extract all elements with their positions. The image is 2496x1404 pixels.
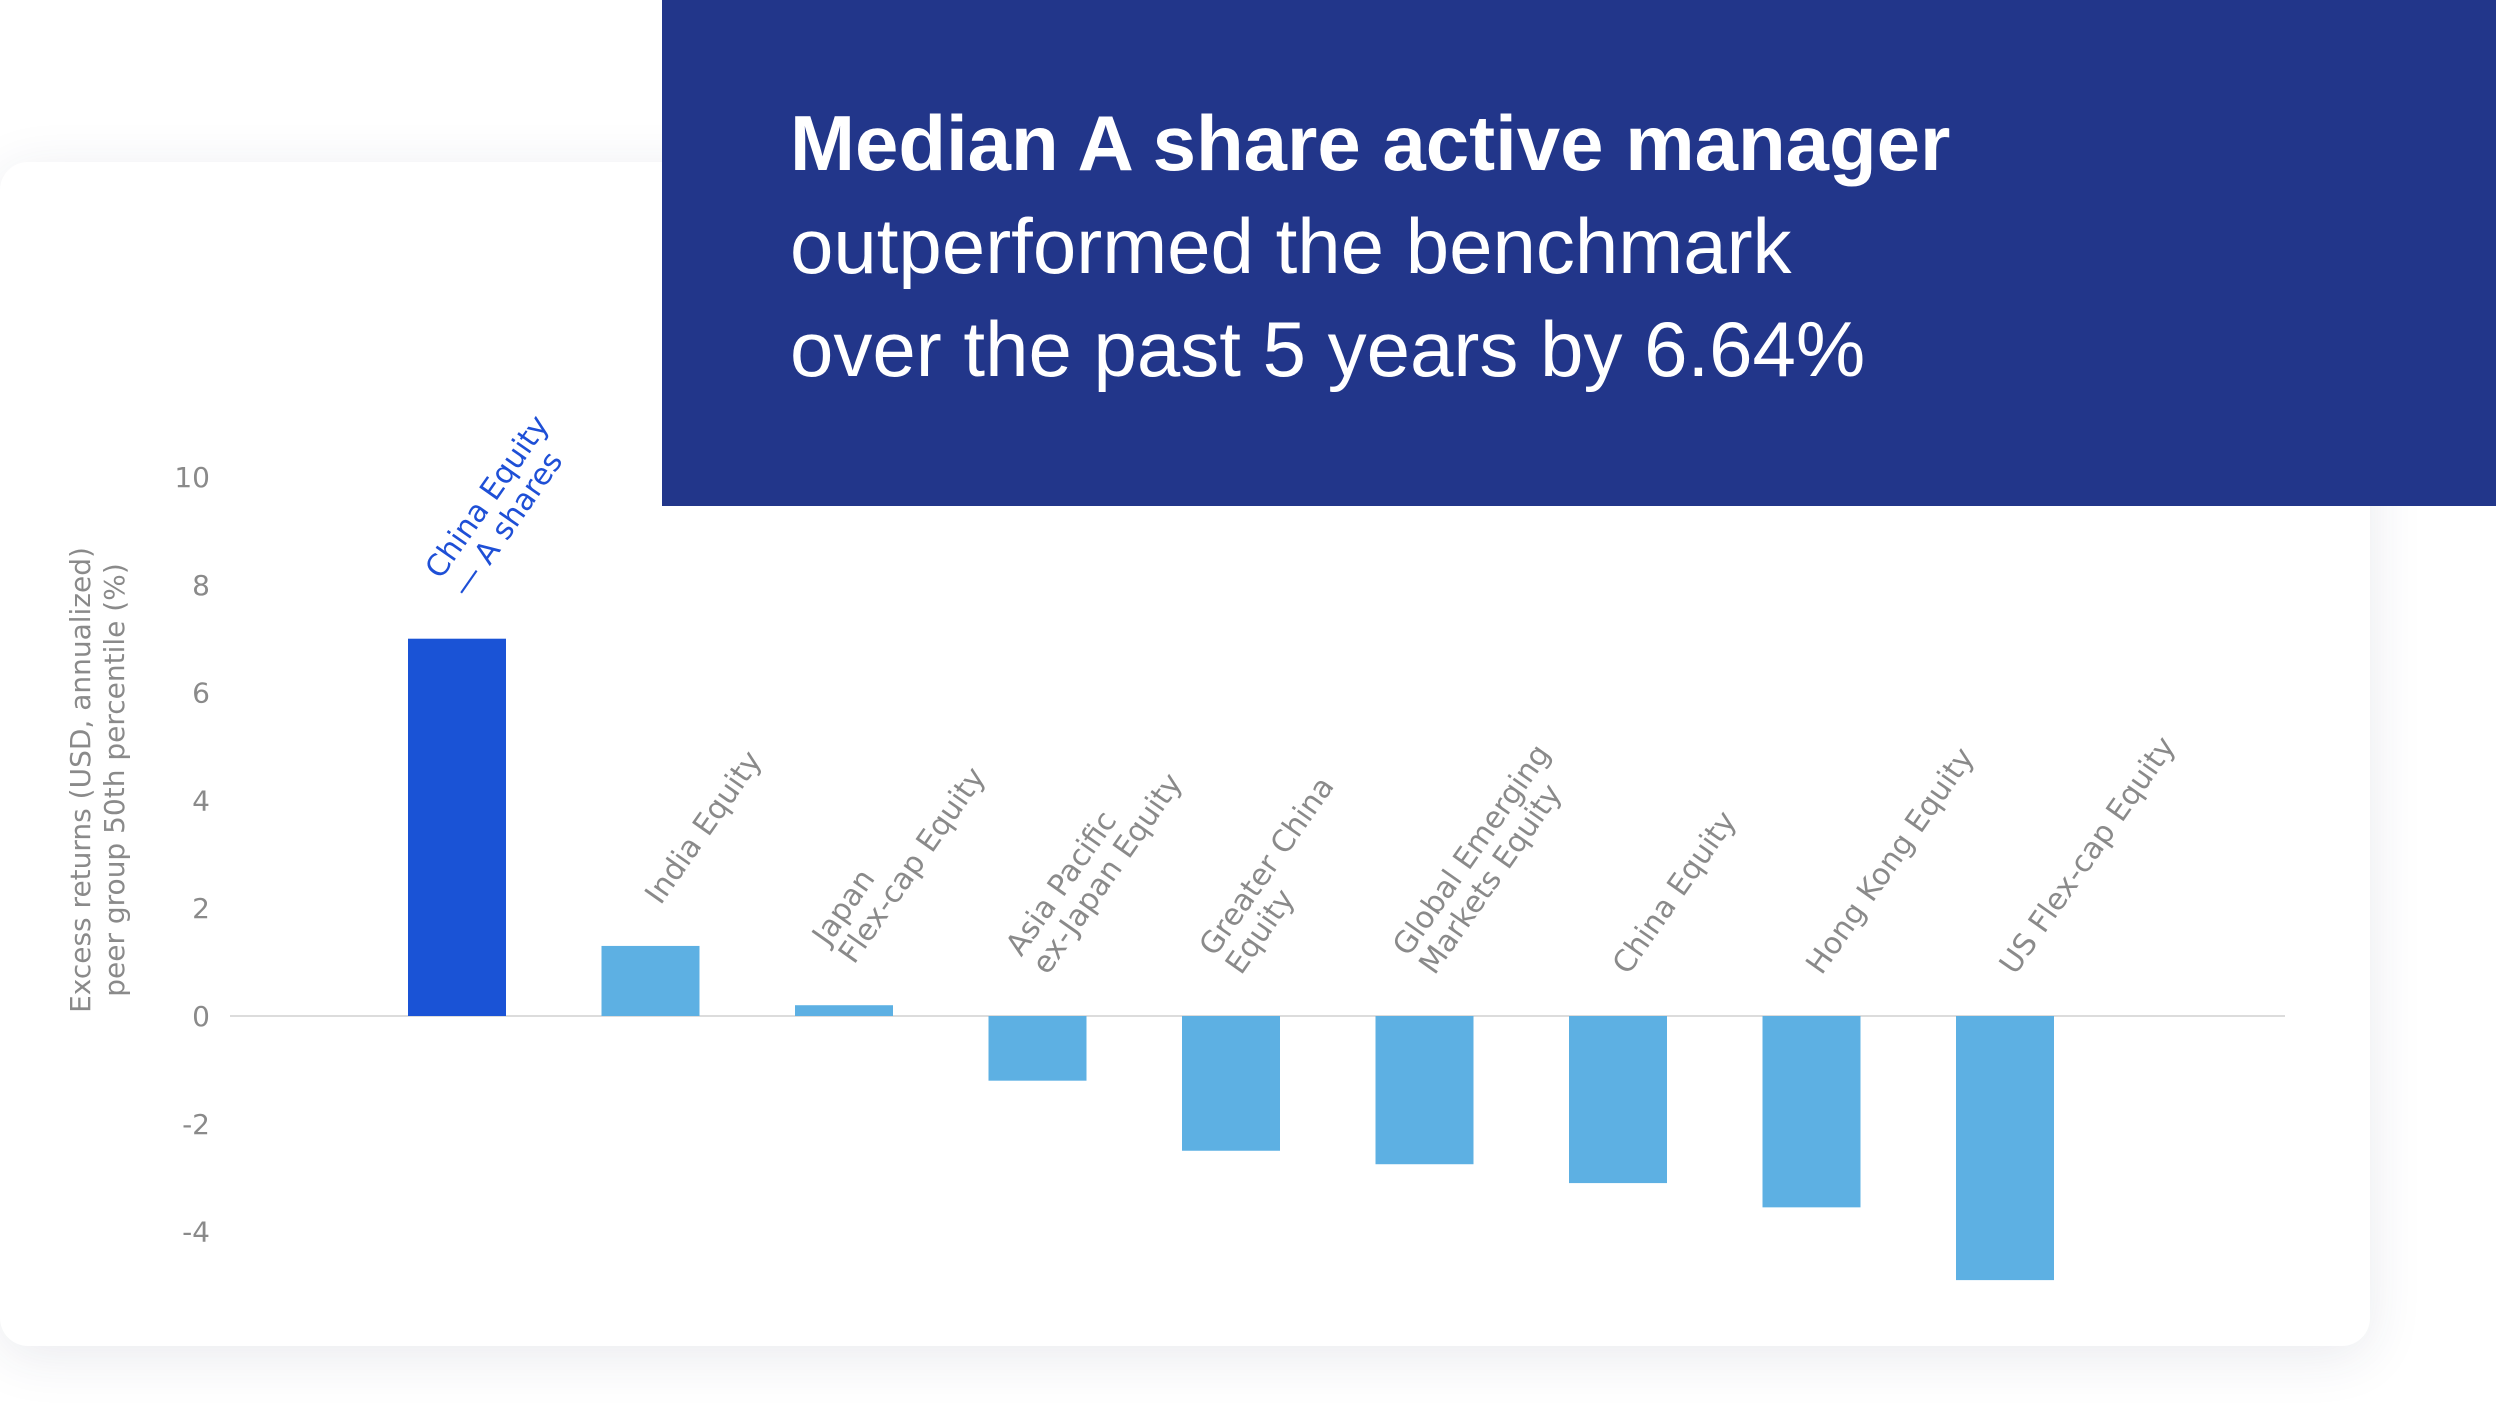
y-tick-label: 8	[192, 569, 210, 602]
bars	[408, 638, 2054, 1281]
y-tick-label: -2	[182, 1108, 210, 1141]
category-label-group: US Flex-cap Equity	[1993, 730, 2183, 980]
headline-line-2: outperformed the benchmark	[790, 202, 1792, 290]
y-axis-label: Excess returns (USD, annualized) peer gro…	[64, 547, 131, 1013]
bar	[1182, 1016, 1280, 1151]
headline-panel: Median A share active manager outperform…	[662, 0, 2496, 506]
y-axis-ticks: 10 8 6 4 2 0 -2 -4	[174, 461, 210, 1249]
bar	[1956, 1016, 2054, 1281]
category-label-group: China Equity— A shares	[419, 409, 570, 603]
category-label-group: China Equity	[1606, 805, 1744, 981]
bar	[988, 1016, 1087, 1081]
category-label: India Equity	[638, 745, 769, 911]
bar-highlight	[408, 638, 506, 1016]
y-axis-label-line: Excess returns (USD, annualized)	[64, 547, 97, 1013]
category-label-group: Hong Kong Equity	[1799, 741, 1981, 980]
bar	[601, 945, 700, 1016]
bar	[1569, 1016, 1667, 1184]
y-axis-label-line: peer group 50th percentile (%)	[98, 563, 131, 997]
bar	[795, 1005, 893, 1016]
y-tick-label: 10	[174, 461, 210, 494]
y-tick-label: 4	[192, 784, 210, 817]
y-tick-label: 6	[192, 677, 210, 710]
bar	[1375, 1016, 1474, 1165]
headline: Median A share active manager outperform…	[790, 92, 1950, 401]
category-label: Hong Kong Equity	[1799, 741, 1981, 980]
category-label-group: India Equity	[638, 745, 769, 911]
y-tick-label: 2	[192, 892, 210, 925]
bar	[1762, 1016, 1861, 1208]
headline-line-3: over the past 5 years by 6.64%	[790, 305, 1866, 393]
y-tick-label: 0	[192, 1000, 210, 1033]
category-label: US Flex-cap Equity	[1993, 730, 2183, 980]
headline-bold: Median A share active manager	[790, 99, 1951, 187]
y-tick-label: -4	[182, 1216, 210, 1249]
category-label: China Equity	[1606, 805, 1744, 981]
